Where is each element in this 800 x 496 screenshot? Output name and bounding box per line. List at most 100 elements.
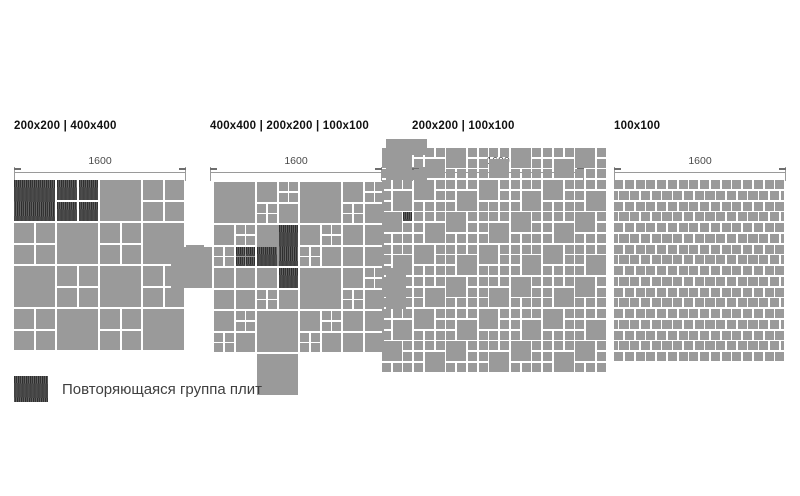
tile bbox=[381, 341, 402, 362]
tile bbox=[596, 223, 606, 233]
tile bbox=[457, 309, 467, 319]
tile bbox=[510, 276, 531, 297]
tile bbox=[381, 201, 391, 211]
tile bbox=[457, 319, 477, 340]
tile-highlight bbox=[78, 180, 99, 200]
tile bbox=[300, 268, 342, 310]
pattern-panel-2: 400x400 | 200x200 | 100x100 1600 bbox=[171, 0, 428, 496]
tile bbox=[332, 311, 342, 321]
tile bbox=[705, 319, 715, 329]
tile bbox=[732, 352, 742, 362]
tile bbox=[489, 201, 499, 211]
tile bbox=[759, 212, 769, 222]
tile bbox=[532, 362, 542, 372]
tile bbox=[310, 343, 320, 353]
tile bbox=[446, 212, 467, 233]
tile bbox=[662, 255, 672, 265]
tile bbox=[748, 212, 758, 222]
tile bbox=[35, 330, 56, 351]
tile bbox=[435, 190, 445, 200]
tile bbox=[596, 147, 606, 157]
tile bbox=[392, 180, 402, 190]
tile bbox=[478, 362, 488, 372]
tile bbox=[164, 180, 185, 200]
tile bbox=[780, 276, 785, 286]
tile bbox=[353, 203, 363, 213]
tile bbox=[575, 180, 585, 190]
pattern-panel-1: 200x200 | 400x400 1600 bbox=[0, 0, 204, 496]
tile bbox=[596, 298, 606, 308]
tile bbox=[289, 182, 299, 192]
tile bbox=[403, 180, 413, 190]
tile bbox=[700, 201, 710, 211]
tile bbox=[467, 233, 477, 243]
tile bbox=[521, 190, 542, 211]
tile bbox=[596, 169, 606, 179]
tile bbox=[257, 214, 267, 224]
tile bbox=[769, 233, 780, 243]
tile bbox=[14, 223, 34, 243]
tile bbox=[364, 225, 385, 245]
tile bbox=[224, 257, 234, 267]
tile bbox=[500, 341, 510, 351]
tile bbox=[716, 190, 726, 200]
tile bbox=[640, 255, 651, 265]
tile bbox=[769, 341, 780, 351]
tile bbox=[414, 212, 424, 222]
tile bbox=[424, 201, 434, 211]
tile bbox=[775, 266, 785, 276]
tile bbox=[446, 147, 467, 168]
tile bbox=[214, 246, 224, 256]
tile bbox=[596, 352, 606, 362]
tile bbox=[392, 244, 402, 254]
tile bbox=[596, 276, 606, 286]
tile bbox=[381, 362, 391, 372]
tile bbox=[564, 341, 574, 351]
tile bbox=[657, 330, 667, 340]
tile bbox=[732, 309, 742, 319]
tile bbox=[392, 169, 402, 179]
tile bbox=[737, 319, 747, 329]
tile bbox=[640, 233, 651, 243]
tile bbox=[743, 201, 753, 211]
tile bbox=[414, 180, 434, 200]
tile bbox=[267, 300, 277, 310]
tile bbox=[343, 332, 363, 353]
tile bbox=[630, 298, 640, 308]
tile bbox=[553, 341, 563, 351]
tile bbox=[300, 225, 320, 245]
tile bbox=[414, 158, 424, 168]
tile bbox=[467, 298, 477, 308]
tile bbox=[743, 330, 753, 340]
tile bbox=[343, 311, 363, 331]
tile bbox=[753, 330, 763, 340]
tile bbox=[403, 287, 413, 297]
dimension-tick-left bbox=[614, 168, 621, 170]
tile bbox=[689, 309, 699, 319]
tile bbox=[510, 212, 531, 233]
tile bbox=[630, 190, 640, 200]
tile bbox=[624, 266, 634, 276]
tile bbox=[564, 276, 574, 286]
tile-highlight bbox=[278, 225, 299, 267]
tile bbox=[364, 311, 385, 331]
tile bbox=[553, 276, 563, 286]
tile bbox=[721, 244, 731, 254]
tile bbox=[500, 201, 510, 211]
tile bbox=[235, 235, 245, 245]
tile bbox=[564, 309, 574, 319]
tile bbox=[667, 352, 677, 362]
tile bbox=[489, 287, 510, 308]
tile bbox=[646, 287, 656, 297]
tile-field-3 bbox=[381, 147, 606, 372]
tile bbox=[596, 309, 606, 319]
tile bbox=[510, 298, 520, 308]
tile bbox=[753, 180, 763, 190]
tile bbox=[586, 362, 596, 372]
tile bbox=[575, 201, 585, 211]
tile bbox=[278, 203, 299, 224]
tile bbox=[586, 298, 596, 308]
tile bbox=[224, 332, 234, 342]
tile bbox=[646, 266, 656, 276]
tile bbox=[619, 233, 629, 243]
